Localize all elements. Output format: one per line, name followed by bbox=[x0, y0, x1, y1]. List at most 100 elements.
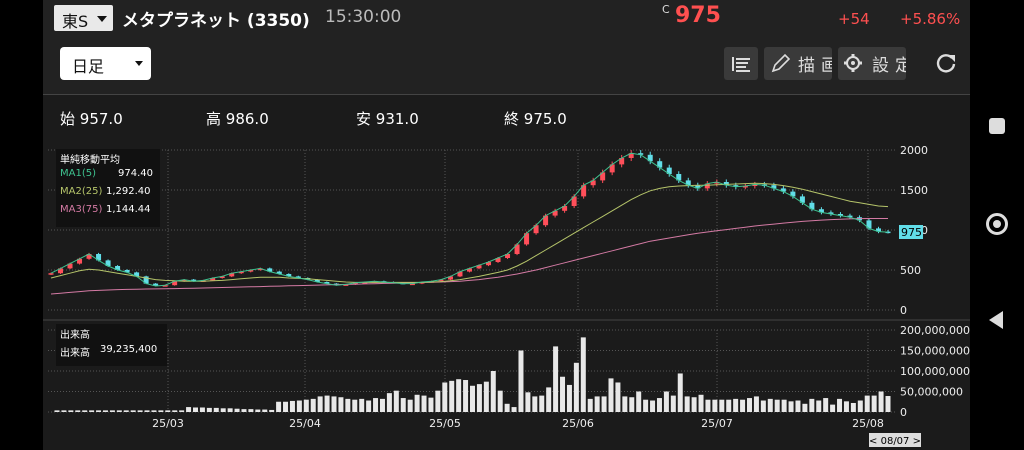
candle bbox=[647, 154, 653, 162]
candle bbox=[609, 164, 615, 173]
volume-bar bbox=[373, 398, 379, 412]
open-number: 957.0 bbox=[79, 110, 123, 128]
candle bbox=[286, 274, 292, 277]
volume-bar bbox=[151, 410, 157, 412]
recent-apps-icon[interactable] bbox=[989, 118, 1005, 134]
candle bbox=[457, 271, 463, 277]
volume-bar bbox=[296, 400, 302, 412]
candle bbox=[438, 279, 444, 282]
draw-button[interactable]: 描画 bbox=[764, 47, 832, 80]
volume-bar bbox=[463, 380, 469, 412]
volume-bar bbox=[68, 410, 74, 412]
volume-bar bbox=[283, 401, 289, 412]
volume-bar bbox=[421, 395, 427, 412]
settings-button[interactable]: 設定 bbox=[838, 47, 906, 80]
candle bbox=[571, 196, 577, 206]
volume-bar bbox=[774, 399, 780, 412]
candle bbox=[837, 214, 843, 216]
refresh-icon[interactable] bbox=[935, 52, 957, 74]
candle bbox=[276, 271, 282, 274]
candle bbox=[514, 244, 520, 254]
date-tick-label: 25/08 bbox=[852, 417, 884, 430]
volume-bar bbox=[206, 407, 212, 412]
volume-bar bbox=[525, 392, 531, 412]
volume-bar bbox=[407, 399, 413, 412]
volume-bar bbox=[629, 397, 635, 412]
dropdown-arrow-icon bbox=[135, 61, 143, 66]
android-nav-bar bbox=[970, 0, 1024, 450]
dropdown-arrow-icon bbox=[97, 16, 107, 22]
period-label: 日足 bbox=[72, 57, 105, 76]
candle bbox=[581, 185, 587, 197]
candle bbox=[723, 182, 729, 186]
volume-bar bbox=[843, 401, 849, 412]
ma2-value: 1,292.40 bbox=[106, 186, 151, 197]
low-number: 931.0 bbox=[375, 110, 419, 128]
volume-bar bbox=[608, 378, 614, 412]
volume-bar bbox=[747, 398, 752, 412]
candle bbox=[533, 225, 539, 234]
volume-bar bbox=[352, 399, 358, 412]
volume-bar bbox=[546, 387, 552, 412]
candle bbox=[628, 153, 634, 158]
volume-label: 出来高 bbox=[60, 348, 90, 359]
volume-bar bbox=[262, 409, 268, 412]
volume-bar bbox=[490, 371, 496, 412]
ma2-line bbox=[50, 182, 889, 283]
volume-bar bbox=[137, 410, 143, 412]
volume-bar bbox=[643, 399, 649, 412]
volume-bar bbox=[670, 395, 676, 412]
candle bbox=[476, 265, 482, 269]
volume-bar bbox=[324, 395, 330, 412]
volume-bar bbox=[580, 337, 586, 412]
candle bbox=[657, 161, 663, 168]
volume-bar bbox=[386, 393, 392, 412]
header-bar: 東S メタプラネット (3350) 15:30:00 C 975 +54 +5.… bbox=[43, 0, 970, 36]
candle bbox=[181, 279, 187, 282]
volume-bar bbox=[366, 400, 372, 412]
volume-bar bbox=[719, 399, 725, 412]
volume-bar bbox=[518, 350, 524, 412]
volume-bar bbox=[566, 384, 572, 412]
volume-bar bbox=[220, 408, 226, 412]
volume-bar bbox=[393, 390, 399, 412]
low-label: 安 bbox=[356, 110, 372, 128]
candle bbox=[714, 182, 720, 184]
volume-bar bbox=[622, 396, 628, 412]
volume-bar bbox=[823, 398, 829, 412]
ma2-label: MA2(25) bbox=[60, 186, 103, 197]
indicator-list-button[interactable] bbox=[724, 47, 758, 80]
back-icon[interactable] bbox=[989, 311, 1003, 329]
volume-bar bbox=[587, 398, 593, 412]
price-chart[interactable]: 2000150010005000200,000,000150,000,00010… bbox=[43, 140, 970, 450]
ma3-line bbox=[50, 218, 888, 295]
volume-bar bbox=[809, 398, 815, 412]
volume-bar bbox=[539, 395, 545, 412]
volume-bar bbox=[241, 409, 247, 412]
volume-bar bbox=[186, 407, 192, 412]
volume-bar bbox=[705, 399, 711, 412]
volume-bar bbox=[435, 390, 441, 412]
volume-bar bbox=[331, 396, 337, 412]
candle bbox=[685, 180, 691, 186]
volume-bar bbox=[504, 403, 510, 412]
ma1-label: MA1(5) bbox=[60, 168, 96, 179]
date-tick-label: 25/05 bbox=[429, 417, 461, 430]
volume-bar bbox=[130, 410, 136, 412]
cursor-date-tag bbox=[869, 433, 921, 447]
volume-bar bbox=[573, 362, 579, 412]
volume-bar bbox=[691, 397, 697, 412]
candle bbox=[229, 273, 235, 277]
period-select[interactable]: 日足 bbox=[60, 47, 151, 80]
exchange-select[interactable]: 東S bbox=[54, 5, 113, 31]
candle bbox=[666, 167, 672, 174]
current-price-tag-label: 975 bbox=[901, 226, 922, 239]
home-icon[interactable] bbox=[986, 213, 1008, 235]
volume-bar bbox=[414, 394, 420, 412]
left-bezel bbox=[0, 0, 43, 450]
candle bbox=[590, 180, 596, 186]
volume-bar bbox=[379, 398, 385, 412]
candle bbox=[695, 185, 701, 189]
volume-bar bbox=[158, 410, 164, 412]
candle bbox=[96, 254, 102, 261]
